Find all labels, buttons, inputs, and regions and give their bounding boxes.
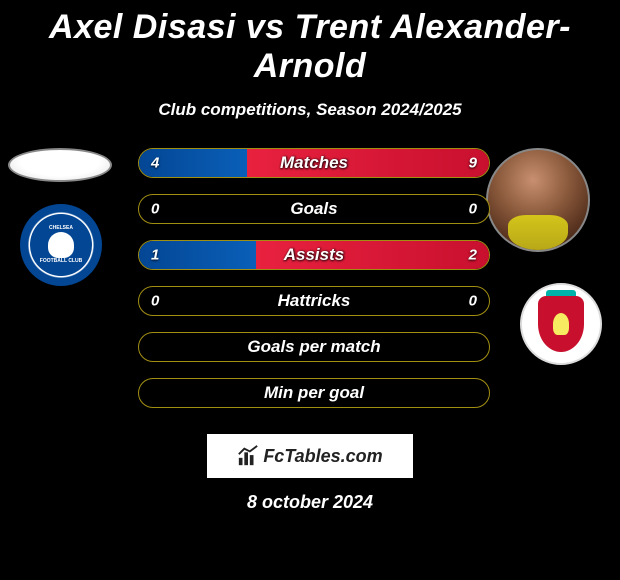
page-title: Axel Disasi vs Trent Alexander-Arnold [0, 8, 620, 86]
date-label: 8 october 2024 [0, 492, 620, 513]
stat-label: Min per goal [264, 383, 364, 403]
stat-value-left: 4 [151, 155, 159, 172]
brand-text: FcTables.com [263, 446, 382, 467]
stat-row: Goals per match [138, 332, 490, 362]
club-left-badge: CHELSEA FOOTBALL CLUB [20, 204, 102, 286]
chelsea-lion-icon [48, 232, 74, 258]
stat-row: 1 2 Assists [138, 240, 490, 270]
stat-bars: 4 9 Matches 0 0 Goals 1 2 Assists 0 0 Hattricks Goal… [138, 148, 490, 424]
stat-value-left: 0 [151, 293, 159, 310]
liverbird-icon [553, 313, 569, 335]
stat-label: Hattricks [278, 291, 351, 311]
club-right-badge [520, 283, 602, 365]
liverpool-shield-icon [538, 296, 584, 352]
player-left-photo [8, 148, 112, 182]
comparison-card: Axel Disasi vs Trent Alexander-Arnold Cl… [0, 0, 620, 513]
stat-row: 0 0 Hattricks [138, 286, 490, 316]
stat-label: Goals [290, 199, 337, 219]
stat-label: Goals per match [247, 337, 380, 357]
stat-value-right: 9 [469, 155, 477, 172]
brand-chart-icon [237, 445, 259, 467]
stat-value-right: 0 [469, 201, 477, 218]
stat-row: 4 9 Matches [138, 148, 490, 178]
player-right-photo [486, 148, 590, 252]
stat-label: Assists [284, 245, 344, 265]
stats-area: CHELSEA FOOTBALL CLUB 4 9 Matches 0 0 Goals 1 2… [0, 148, 620, 428]
chelsea-badge-inner: CHELSEA FOOTBALL CLUB [30, 214, 92, 276]
stat-value-left: 0 [151, 201, 159, 218]
page-subtitle: Club competitions, Season 2024/2025 [0, 100, 620, 120]
stat-row: Min per goal [138, 378, 490, 408]
stat-value-left: 1 [151, 247, 159, 264]
stat-row: 0 0 Goals [138, 194, 490, 224]
stat-value-right: 0 [469, 293, 477, 310]
stat-value-right: 2 [469, 247, 477, 264]
brand-badge[interactable]: FcTables.com [207, 434, 413, 478]
stat-label: Matches [280, 153, 348, 173]
